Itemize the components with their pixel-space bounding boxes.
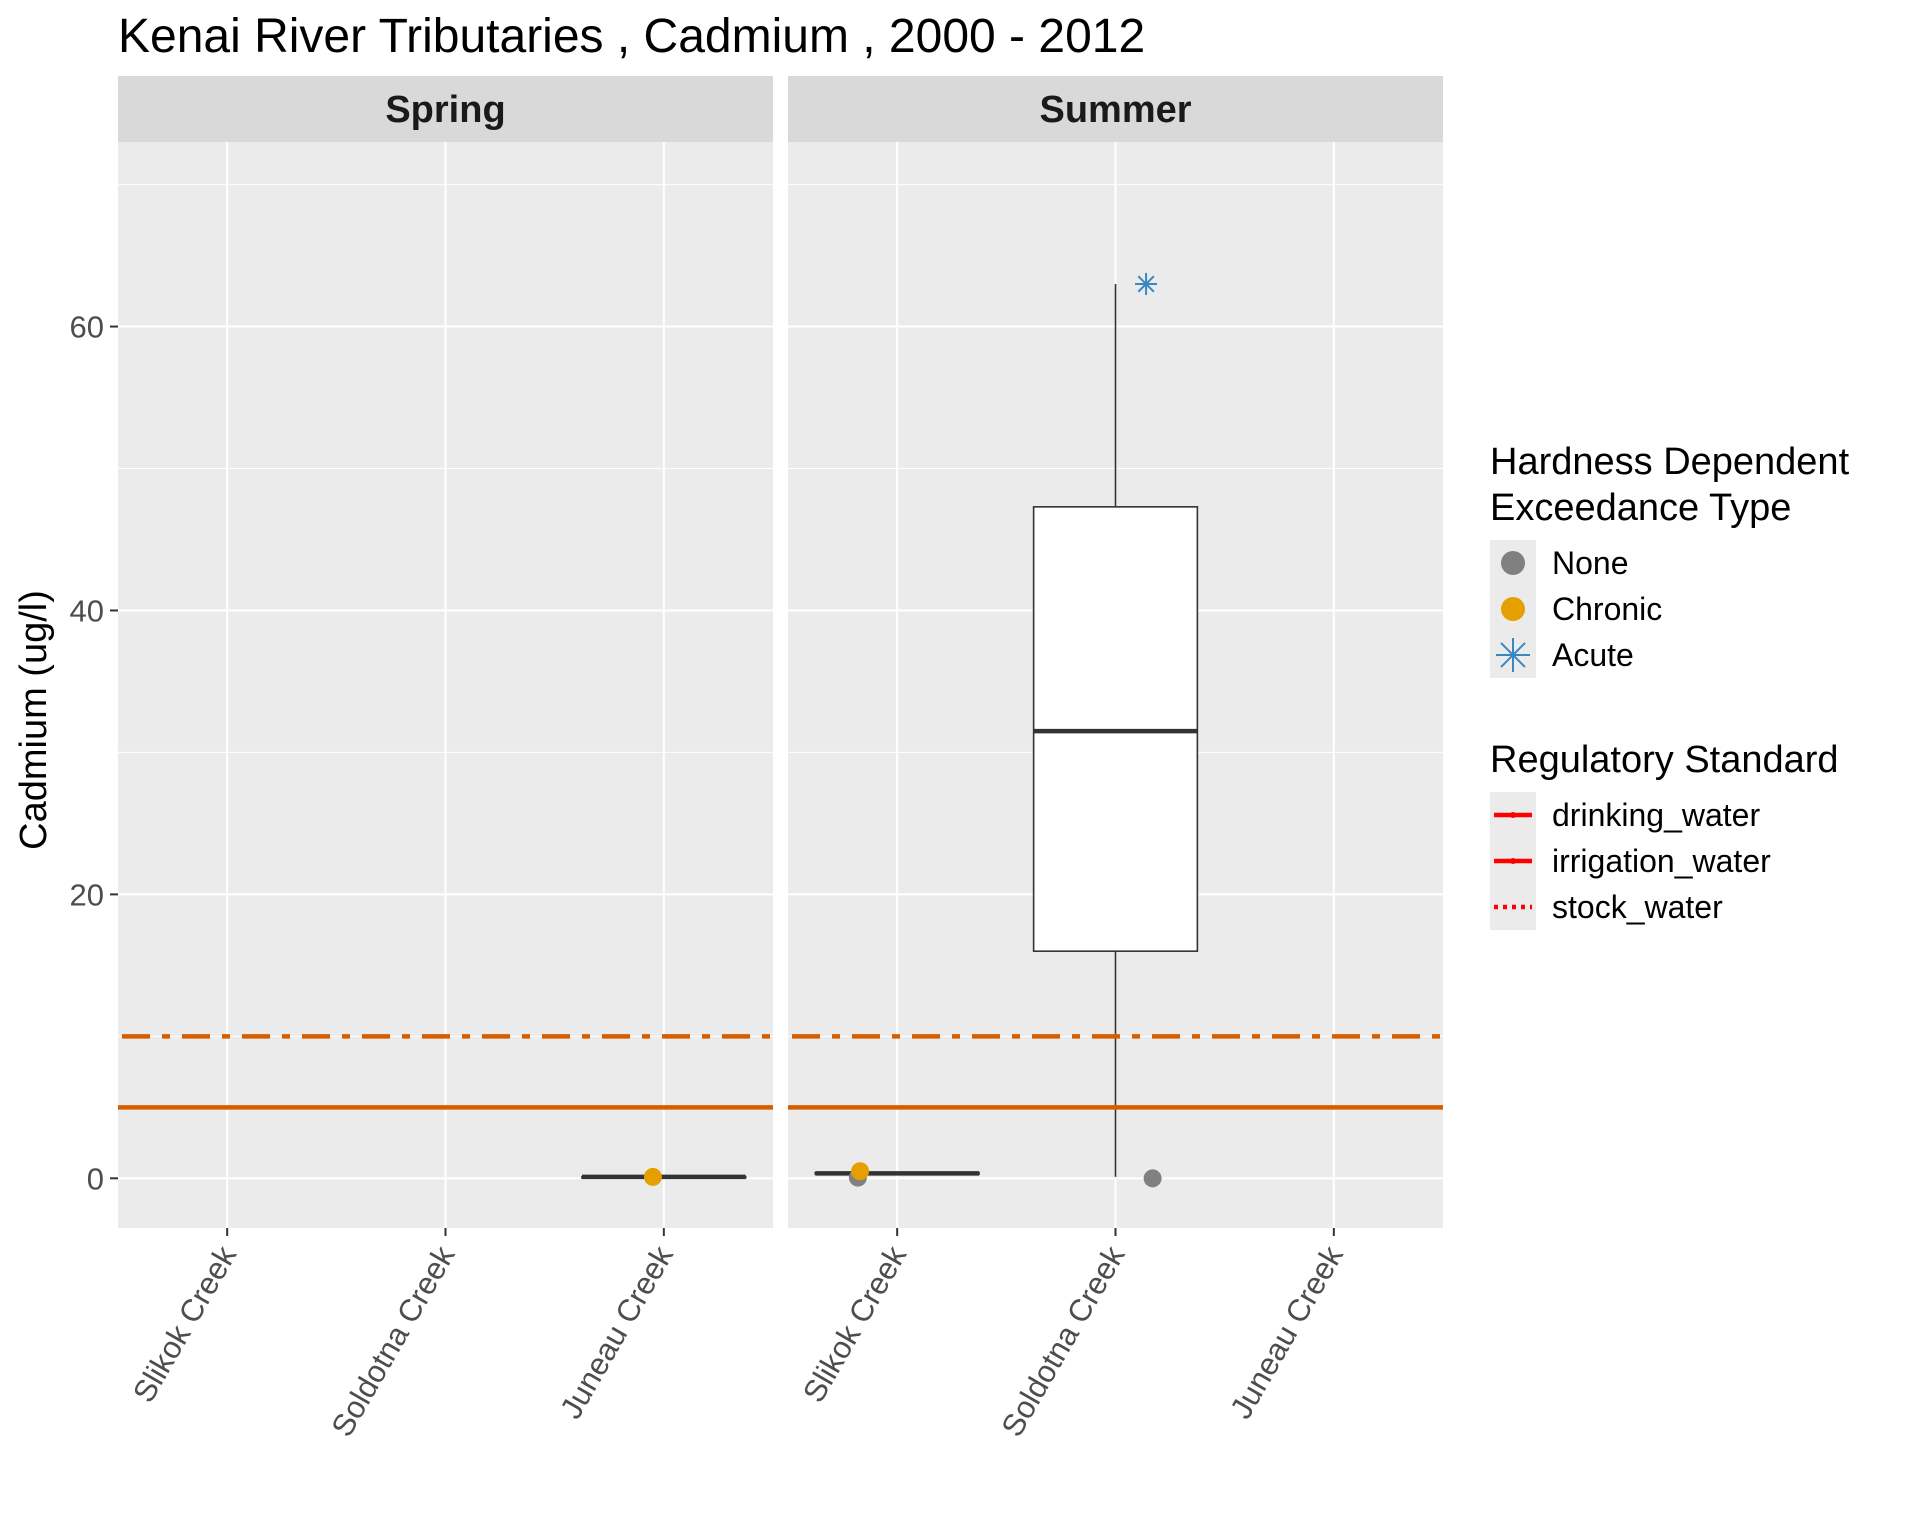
data-point-chronic	[643, 1167, 662, 1186]
facet-strip	[118, 76, 773, 142]
legend-label: drinking_water	[1552, 797, 1760, 833]
legend-title: Regulatory Standard	[1490, 739, 1839, 781]
boxplot-slikok-creek	[814, 1171, 980, 1176]
data-point-chronic	[851, 1162, 870, 1181]
legend-label: None	[1552, 545, 1629, 581]
y-tick-label: 40	[70, 593, 104, 628]
chart-title: Kenai River Tributaries , Cadmium , 2000…	[118, 10, 1145, 63]
data-point-acute	[1135, 272, 1158, 295]
legend-title: Hardness Dependent	[1490, 441, 1850, 483]
y-tick-label: 20	[70, 877, 104, 912]
y-tick-label: 60	[70, 310, 104, 345]
y-axis-title: Cadmium (ug/l)	[13, 590, 55, 850]
legend-title: Exceedance Type	[1490, 487, 1791, 529]
y-tick-label: 0	[87, 1161, 104, 1196]
legend-label: irrigation_water	[1552, 843, 1771, 879]
facet-strip	[788, 76, 1443, 142]
facet-strip-label: Spring	[385, 89, 505, 131]
data-point-none	[1143, 1169, 1162, 1188]
legend-key-dot	[1510, 812, 1516, 818]
legend-key-dot	[1510, 858, 1516, 864]
facet-strip-label: Summer	[1039, 89, 1191, 131]
legend-label: stock_water	[1552, 889, 1723, 925]
legend-key-none	[1501, 551, 1525, 575]
legend-key-chronic	[1501, 597, 1525, 621]
y-axis: 0 20 40 60	[70, 310, 118, 1196]
boxplot-soldotna-creek	[1032, 283, 1199, 1177]
legend-label: Chronic	[1552, 591, 1662, 627]
legend-label: Acute	[1552, 637, 1634, 673]
legend-key-acute	[1496, 638, 1530, 672]
legend-regulatory-standard: Regulatory Standard drinking_waterirrigat…	[1490, 739, 1839, 930]
boxplot-juneau-creek	[581, 1174, 747, 1180]
